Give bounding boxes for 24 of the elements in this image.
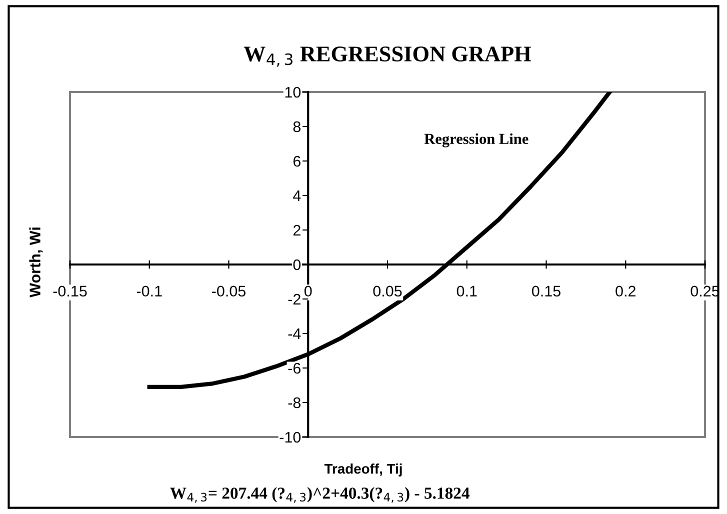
y-tick-label: -8: [288, 397, 301, 408]
y-tick-label: 4: [293, 190, 301, 202]
x-tick-label: 0: [304, 286, 312, 297]
x-tick-label: -0.1: [136, 286, 162, 297]
y-tick-label: 6: [293, 156, 301, 167]
y-tick-label: -6: [288, 362, 301, 374]
x-tick-label: 0.05: [373, 286, 402, 297]
chart-title: W$_{4,3}$ REGRESSION GRAPH: [244, 46, 532, 67]
y-tick-label: -2: [288, 294, 300, 305]
y-tick-label: -10: [280, 432, 301, 443]
x-tick-label: -0.15: [53, 286, 87, 297]
x-tick-label: 0.15: [532, 286, 560, 297]
y-axis-title: Worth, Wi: [29, 228, 43, 298]
x-axis-title: Tradeoff, Tij: [324, 464, 402, 476]
x-tick-label: -0.05: [212, 286, 246, 297]
annotation: Regression Line: [424, 133, 528, 148]
x-tick-label: 0.2: [616, 286, 636, 297]
y-tick-label: -4: [288, 328, 301, 340]
text: W$_{4,3}$= 207.44 (?$_{4,3}$)^2+40.3(?$_{4,3}$) - 5.1824: [170, 487, 470, 503]
y-tick-label: 8: [293, 121, 301, 132]
y-tick-label: 10: [285, 86, 301, 98]
x-tick-label: 0.1: [456, 286, 477, 297]
y-tick-label: 2: [293, 224, 300, 236]
y-tick-label: 0: [293, 259, 301, 270]
